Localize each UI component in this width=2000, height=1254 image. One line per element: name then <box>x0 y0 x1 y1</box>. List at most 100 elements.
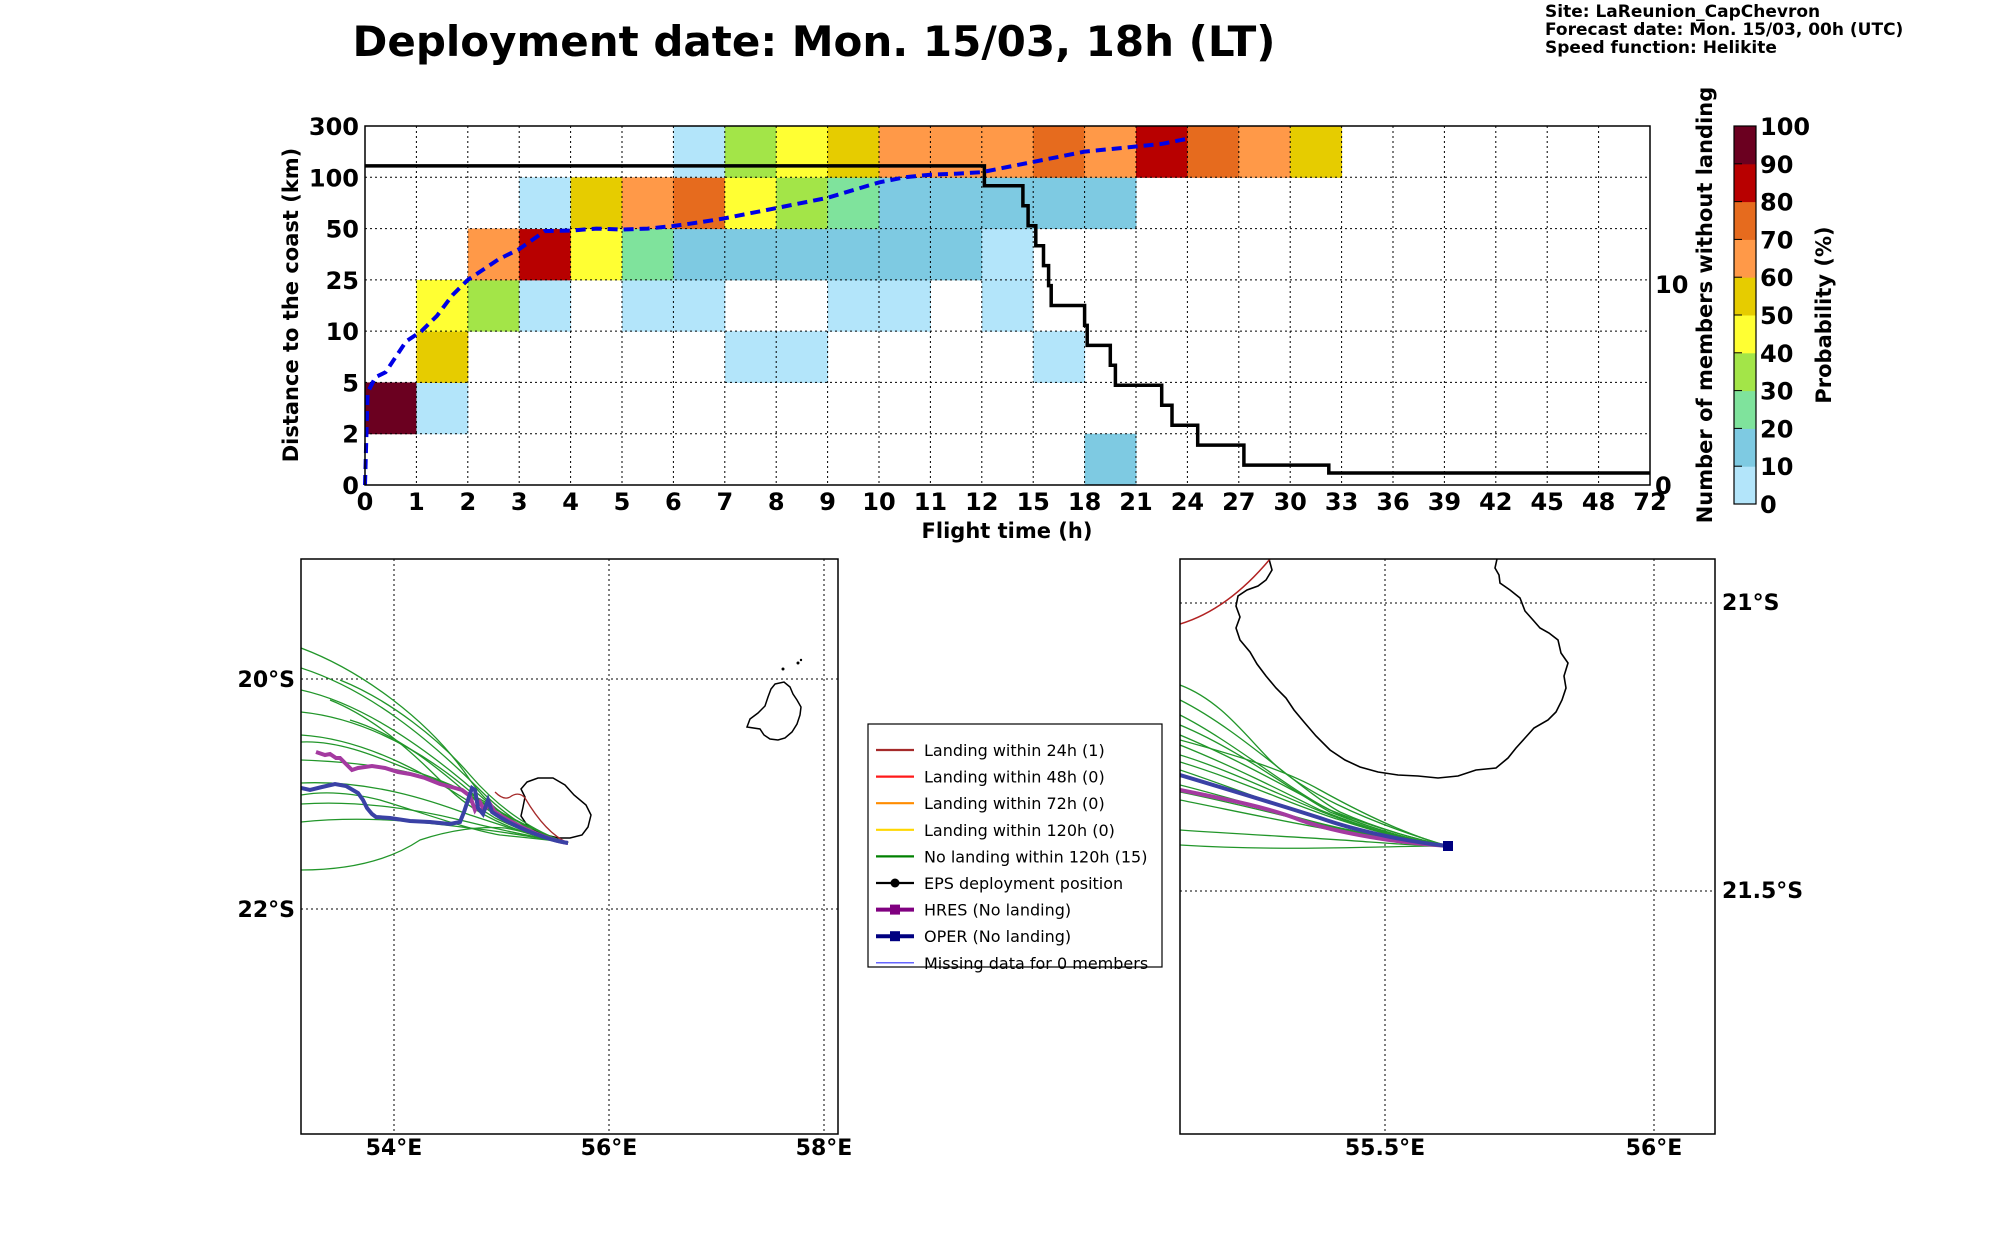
zoom-lat-tick: 21°S <box>1722 591 1779 616</box>
colorbar-cell <box>1734 163 1756 203</box>
x-tick-label: 1 <box>408 488 425 516</box>
regional-lat-tick: 20°S <box>238 668 295 693</box>
legend-item: No landing within 120h (15) <box>876 847 1147 866</box>
y-tick-label: 2 <box>342 421 359 449</box>
page-title: Deployment date: Mon. 15/03, 18h (LT) <box>352 17 1275 66</box>
heatmap-cell <box>622 279 674 332</box>
legend-label: Landing within 120h (0) <box>924 821 1115 840</box>
heatmap-grid <box>365 126 1650 485</box>
y2-tick-10: 10 <box>1655 271 1688 299</box>
heatmap-cell <box>930 177 983 230</box>
mean-distance-line <box>363 136 1188 486</box>
heatmap-cell <box>776 228 829 281</box>
x-tick-labels: 0 1 2 3 4 5 6 7 8 9 10 11 12 15 18 21 24 27 30 33 36 39 42 45 48… <box>357 488 1667 516</box>
x-tick-label: 6 <box>665 488 682 516</box>
x-tick-label: 7 <box>716 488 733 516</box>
legend-label: EPS deployment position <box>924 874 1123 893</box>
colorbar-cells <box>1734 126 1756 505</box>
colorbar-tick-label: 40 <box>1760 340 1793 368</box>
heatmap-cell <box>930 126 983 178</box>
heatmap-cell <box>467 279 520 332</box>
legend-label: Landing within 72h (0) <box>924 794 1105 813</box>
zoom-map-frame <box>1179 558 1716 1135</box>
x-tick-label: 3 <box>511 488 528 516</box>
x-tick-label: 11 <box>914 488 947 516</box>
regional-lon-tick: 54°E <box>366 1136 423 1161</box>
legend-item: HRES (No landing) <box>876 901 1071 920</box>
heatmap-cell <box>1033 126 1086 178</box>
island-dot <box>799 658 803 662</box>
heatmap-cell <box>622 177 674 230</box>
mauritius-coastline <box>745 681 802 741</box>
regional-hres-trajectory <box>315 750 569 845</box>
zoom-deployment-marker <box>1443 841 1453 851</box>
x-tick-label: 9 <box>819 488 836 516</box>
legend-label: Missing data for 0 members <box>924 954 1148 973</box>
colorbar-tick-label: 60 <box>1760 264 1793 292</box>
heatmap-cell <box>724 331 777 383</box>
heatmap-chart: 0 1 2 3 4 5 6 7 8 9 10 11 12 15 18 21 24 27 30 33 36 39 42 45 48… <box>279 87 1717 543</box>
zoom-lat-tick: 21.5°S <box>1722 879 1803 904</box>
heatmap-cell <box>879 228 931 281</box>
legend-label: Landing within 24h (1) <box>924 741 1105 760</box>
zoom-hres-trajectory <box>1180 788 1449 848</box>
heatmap-cell <box>724 177 777 230</box>
heatmap-cell <box>1084 433 1137 486</box>
y-axis-label: Distance to the coast (km) <box>279 148 303 463</box>
regional-landing-24h-trajectory <box>494 791 569 844</box>
x-tick-label: 72 <box>1633 488 1666 516</box>
legend-label: Landing within 48h (0) <box>924 768 1105 787</box>
heatmap-cell <box>673 126 726 178</box>
zoom-lon-tick: 55.5°E <box>1345 1136 1425 1161</box>
colorbar-cell <box>1734 390 1756 429</box>
regional-lon-tick: 56°E <box>581 1136 638 1161</box>
zoom-landing-24h-trajectory <box>1180 559 1271 625</box>
legend-item: EPS deployment position <box>876 874 1123 893</box>
heatmap-cell <box>1033 177 1086 230</box>
legend: Landing within 24h (1) Landing within 48h… <box>867 723 1163 973</box>
x-tick-label: 21 <box>1119 488 1152 516</box>
zoom-reunion-coastline <box>1235 559 1569 779</box>
legend-items: Landing within 24h (1) Landing within 48h… <box>876 741 1148 973</box>
zoom-map: 55.5°E 56°E 21°S 21.5°S <box>1179 558 1803 1161</box>
x-tick-label: 15 <box>1016 488 1049 516</box>
heatmap-cell <box>519 177 572 230</box>
x-tick-label: 33 <box>1325 488 1358 516</box>
colorbar-cell <box>1734 315 1756 354</box>
heatmap-cell <box>1187 126 1240 178</box>
legend-frame <box>867 723 1163 968</box>
legend-marker <box>890 931 900 942</box>
legend-item: Missing data for 0 members <box>876 954 1148 973</box>
colorbar: 0 10 20 30 40 50 60 70 80 90 100 Probability (%) <box>1733 113 1836 519</box>
site-info: Site: LaReunion_CapChevron <box>1545 2 1820 22</box>
x-tick-label: 8 <box>768 488 785 516</box>
zoom-lon-tick: 56°E <box>1626 1136 1683 1161</box>
x-tick-label: 4 <box>562 488 579 516</box>
zoom-gridlines <box>1180 559 1715 1134</box>
x-tick-label: 5 <box>614 488 631 516</box>
y-tick-label: 25 <box>326 267 359 295</box>
legend-item: Landing within 24h (1) <box>876 741 1105 760</box>
regional-map: 54°E 56°E 58°E 20°S 22°S <box>238 558 852 1161</box>
colorbar-tick-label: 30 <box>1760 378 1793 406</box>
y2-axis-label: Number of members without landing <box>1693 87 1717 524</box>
x-tick-label: 0 <box>357 488 374 516</box>
heatmap-cell <box>519 228 572 281</box>
legend-item: Landing within 72h (0) <box>876 794 1105 813</box>
colorbar-tick-label: 20 <box>1760 415 1793 443</box>
x-tick-label: 18 <box>1068 488 1101 516</box>
legend-item: Landing within 48h (0) <box>876 768 1105 787</box>
heatmap-cell <box>519 279 572 332</box>
heatmap-cell <box>673 228 726 281</box>
heatmap-cell <box>776 331 829 383</box>
zoom-oper-trajectory <box>1180 773 1449 848</box>
heatmap-cell <box>416 331 469 383</box>
regional-gridlines <box>301 559 838 1134</box>
legend-marker <box>890 878 900 888</box>
colorbar-cell <box>1734 277 1756 316</box>
heatmap-frame <box>364 125 1651 486</box>
heatmap-cell <box>416 382 469 435</box>
heatmap-cell <box>1084 126 1137 178</box>
